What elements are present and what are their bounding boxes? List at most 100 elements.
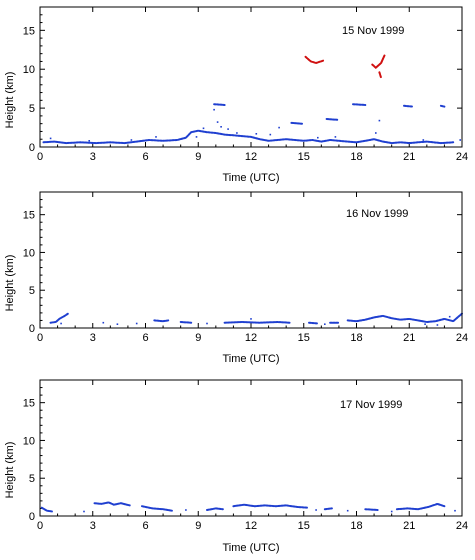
x-tick-label: 21: [403, 332, 415, 344]
x-tick-label: 24: [456, 151, 468, 163]
echo-point: [334, 136, 337, 138]
y-axis-label: Height (km): [4, 255, 16, 312]
y-tick-label: 15: [23, 210, 35, 222]
echo-point: [250, 318, 252, 320]
chart-panel-17-nov: 17 Nov 1999 Time (UTC) Height (km) 0 3 6 9 1…: [4, 379, 468, 554]
echo-point: [315, 509, 317, 511]
echo-point: [236, 132, 238, 134]
echo-point: [213, 108, 215, 111]
y-tick-label: 5: [29, 285, 35, 297]
echo-point: [378, 119, 381, 122]
x-tick-label: 15: [298, 520, 310, 532]
x-tick-label: 12: [245, 151, 257, 163]
data-marks: [40, 501, 456, 513]
x-tick-label: 12: [245, 332, 257, 344]
x-tick-label: 18: [350, 520, 362, 532]
x-tick-label: 0: [37, 520, 43, 532]
echo-segment: [232, 503, 309, 509]
echo-segment: [323, 507, 333, 511]
echo-point: [390, 510, 393, 513]
echo-segment: [213, 103, 226, 106]
x-tick-label: 12: [245, 520, 257, 532]
echo-point: [424, 323, 426, 325]
x-tick-label: 3: [90, 520, 96, 532]
y-tick-label: 5: [29, 473, 35, 485]
echo-segment: [223, 320, 291, 324]
x-tick-label: 21: [403, 151, 415, 163]
x-tick-label: 15: [298, 332, 310, 344]
x-tick-label: 21: [403, 520, 415, 532]
echo-point: [202, 127, 205, 130]
x-axis-label: Time (UTC): [222, 353, 279, 365]
y-tick-label: 15: [23, 398, 35, 410]
x-tick-label: 6: [142, 332, 148, 344]
echo-segment: [346, 312, 463, 324]
echo-segment: [395, 502, 446, 511]
y-tick-label: 10: [23, 435, 35, 447]
echo-segment: [93, 501, 131, 507]
panel-title: 17 Nov 1999: [340, 399, 402, 411]
echo-point: [448, 315, 451, 318]
y-axis-label: Height (km): [4, 72, 16, 129]
echo-point: [269, 133, 272, 136]
echo-segment: [141, 505, 173, 512]
echo-point: [454, 509, 456, 512]
x-tick-label: 6: [142, 520, 148, 532]
chart-panel-15-nov: 15 Nov 1999 Time (UTC) Height (km) 0 3 6 9 1…: [4, 6, 468, 184]
x-tick-label: 3: [90, 332, 96, 344]
echo-segment: [206, 507, 224, 511]
x-tick-label: 3: [90, 151, 96, 163]
echo-segment: [42, 129, 455, 145]
x-tick-label: 0: [37, 332, 43, 344]
echo-point: [206, 322, 208, 325]
panel-title: 15 Nov 1999: [342, 25, 404, 37]
echo-point: [155, 136, 157, 138]
echo-point: [346, 509, 349, 512]
x-tick-label: 18: [350, 332, 362, 344]
echo-point: [459, 139, 461, 141]
y-tick-label: 0: [29, 511, 35, 523]
echo-point: [278, 126, 280, 129]
y-tick-label: 10: [23, 64, 35, 76]
echo-segment: [364, 508, 379, 511]
echo-segment: [378, 71, 383, 79]
echo-segment: [40, 506, 54, 513]
echo-point: [422, 139, 425, 141]
x-tick-label: 6: [142, 151, 148, 163]
x-tick-label: 9: [195, 151, 201, 163]
x-tick-label: 0: [37, 151, 43, 163]
y-tick-label: 15: [23, 25, 35, 37]
x-tick-label: 24: [456, 520, 468, 532]
echo-segment: [304, 55, 325, 65]
y-tick-label: 5: [29, 103, 35, 115]
data-marks: [49, 312, 463, 326]
echo-point: [60, 322, 62, 325]
echo-segment: [352, 103, 367, 106]
echo-point: [116, 323, 119, 325]
echo-point: [255, 133, 258, 135]
echo-segment: [439, 104, 446, 108]
echo-segment: [153, 319, 170, 323]
echo-segment: [49, 312, 70, 324]
echo-point: [216, 121, 219, 123]
x-axis-label: Time (UTC): [222, 172, 279, 184]
echo-point: [195, 136, 198, 138]
echo-segment: [308, 321, 319, 325]
x-tick-label: 18: [350, 151, 362, 163]
x-tick-label: 9: [195, 332, 201, 344]
x-tick-label: 24: [456, 332, 468, 344]
echo-point: [88, 140, 90, 142]
axis-ticks: 0 3 6 9 12 15 18 21 24 0 5 10 15: [23, 7, 468, 163]
echo-point: [130, 139, 133, 141]
y-tick-label: 10: [23, 247, 35, 259]
echo-point: [317, 136, 319, 139]
echo-point: [185, 509, 187, 511]
y-axis-label: Height (km): [4, 442, 16, 499]
plot-frame: [39, 379, 463, 517]
echo-point: [375, 132, 377, 134]
echo-point: [227, 128, 229, 130]
echo-segment: [371, 54, 386, 70]
echo-point: [83, 510, 85, 513]
echo-point: [102, 321, 105, 324]
x-axis-label: Time (UTC): [222, 542, 279, 554]
